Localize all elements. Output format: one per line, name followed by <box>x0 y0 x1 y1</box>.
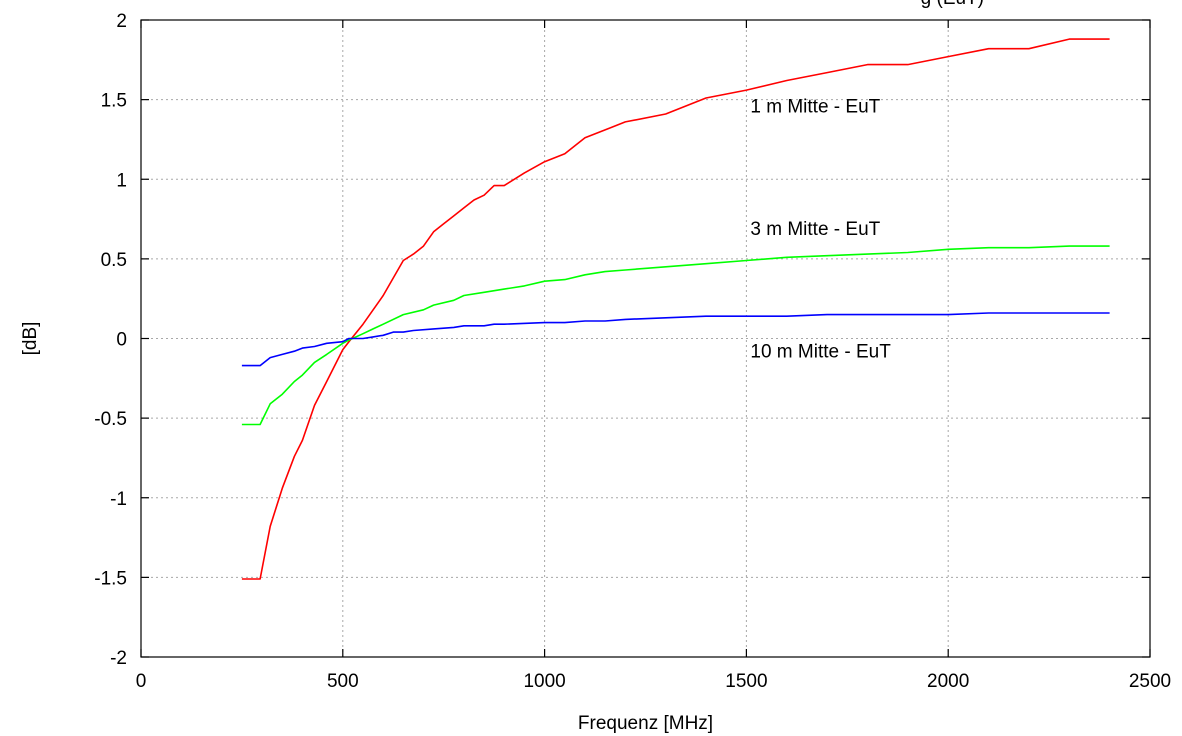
x-tick-label: 1000 <box>523 671 565 692</box>
y-tick-label: -2 <box>110 648 127 669</box>
y-tick-label: 1 <box>116 170 127 191</box>
y-tick-label: 2 <box>116 11 127 32</box>
series-line-2 <box>241 245 1110 426</box>
series-labels: 1 m Mitte - EuT 3 m Mitte - EuT 10 m Mitte… <box>750 96 891 362</box>
x-tick-label: 500 <box>327 671 359 692</box>
series-label-3: 10 m Mitte - EuT <box>750 342 891 363</box>
series-label-2: 3 m Mitte - EuT <box>750 219 880 240</box>
series-group <box>241 38 1110 580</box>
x-axis-title: Frequenz [MHz] <box>578 713 713 734</box>
y-tick-label: 1.5 <box>101 91 127 112</box>
x-tick-label: 2000 <box>927 671 969 692</box>
series-line-1 <box>241 38 1110 580</box>
axis-ticks: 0 500 1000 1500 2000 2500 -2 -1.5 -1 -0.5 0 0.5 1 1.5… <box>94 11 1171 692</box>
y-tick-label: -1.5 <box>94 568 127 589</box>
x-tick-label: 2500 <box>1129 671 1171 692</box>
top-annotation: g (EuT) <box>921 0 984 9</box>
series-label-1: 1 m Mitte - EuT <box>750 96 880 117</box>
y-tick-label: 0.5 <box>101 250 127 271</box>
y-axis-title: [dB] <box>20 322 41 356</box>
y-tick-label: 0 <box>116 330 127 351</box>
x-tick-label: 0 <box>136 671 147 692</box>
x-tick-label: 1500 <box>725 671 767 692</box>
y-tick-label: -1 <box>110 489 127 510</box>
y-tick-label: -0.5 <box>94 409 127 430</box>
grid <box>141 20 1150 657</box>
series-line-3 <box>241 312 1110 367</box>
